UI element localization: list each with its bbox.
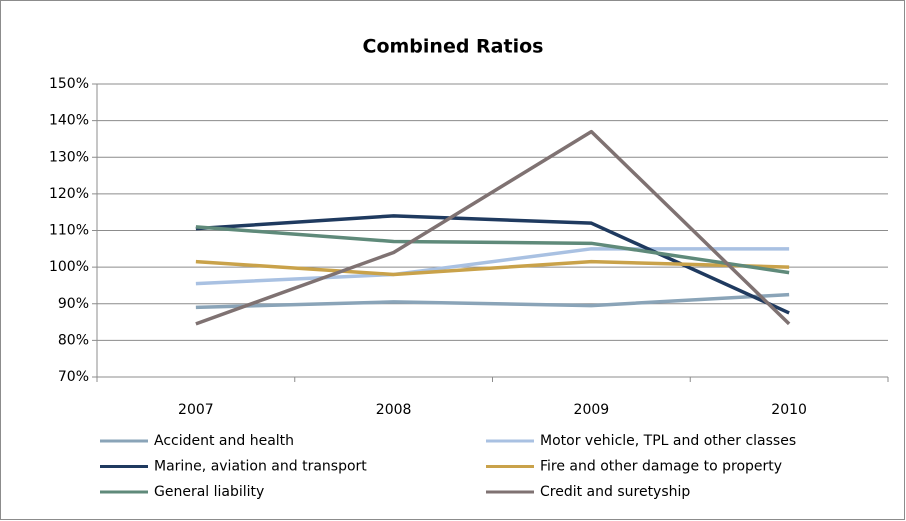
legend-label: Fire and other damage to property <box>540 459 782 475</box>
y-tick-label: 100% <box>49 259 89 275</box>
x-tick-label: 2008 <box>376 402 412 418</box>
y-tick-label: 120% <box>49 186 89 202</box>
legend-label: Motor vehicle, TPL and other classes <box>540 433 796 449</box>
y-tick-label: 140% <box>49 113 89 129</box>
series-line <box>195 247 790 286</box>
legend-label: Accident and health <box>154 433 294 449</box>
y-tick-label: 80% <box>58 332 89 348</box>
y-tick-label: 70% <box>58 369 89 385</box>
series-line <box>195 259 790 277</box>
chart-title: Combined Ratios <box>363 36 544 58</box>
series-line <box>195 225 790 275</box>
legend-label: Marine, aviation and transport <box>154 459 367 475</box>
legend-label: General liability <box>154 484 264 500</box>
y-tick-label: 110% <box>49 223 89 239</box>
series-line <box>195 214 790 315</box>
legend-label: Credit and suretyship <box>540 484 690 500</box>
x-tick-label: 2009 <box>574 402 610 418</box>
y-tick-label: 130% <box>49 149 89 165</box>
x-tick-label: 2010 <box>771 402 807 418</box>
y-tick-label: 150% <box>49 76 89 92</box>
series-line <box>195 292 790 310</box>
y-tick-label: 90% <box>58 296 89 312</box>
x-tick-label: 2007 <box>178 402 214 418</box>
series-line <box>195 129 791 326</box>
